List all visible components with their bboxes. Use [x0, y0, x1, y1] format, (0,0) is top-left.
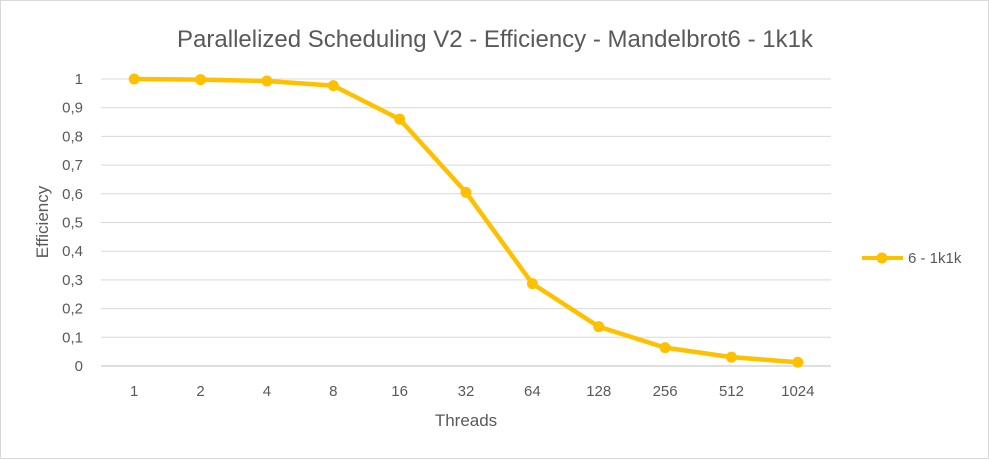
- x-tick-label: 64: [524, 383, 541, 400]
- y-tick-label: 0,3: [62, 272, 83, 289]
- x-tick-label: 1: [130, 383, 138, 400]
- x-tick-label: 32: [458, 383, 475, 400]
- data-point: [460, 186, 472, 198]
- y-tick-label: 0,8: [62, 128, 83, 145]
- data-point: [128, 73, 140, 85]
- x-tick-label: 256: [653, 383, 678, 400]
- y-tick-label: 0,6: [62, 186, 83, 203]
- y-axis-ticks: 0 0,1 0,2 0,3 0,4 0,5 0,6 0,7 0,8 0,9 1: [62, 71, 83, 375]
- data-point: [394, 113, 406, 125]
- x-axis-ticks: 1 2 4 8 16 32 64 128 256 512 1024: [130, 383, 814, 400]
- data-point: [659, 342, 671, 354]
- y-tick-label: 0,4: [62, 243, 83, 260]
- y-tick-label: 0,9: [62, 100, 83, 117]
- series-line: [131, 76, 801, 365]
- data-point: [327, 80, 339, 92]
- y-axis-label: Efficiency: [33, 185, 52, 258]
- y-tick-label: 0: [75, 358, 83, 375]
- data-point: [593, 321, 605, 333]
- x-tick-label: 2: [196, 383, 204, 400]
- x-tick-label: 1024: [781, 383, 814, 400]
- y-tick-label: 0,5: [62, 215, 83, 232]
- data-point: [195, 74, 207, 86]
- x-tick-label: 512: [719, 383, 744, 400]
- data-point: [526, 278, 538, 290]
- data-point: [261, 75, 273, 87]
- x-axis-label: Threads: [435, 411, 497, 430]
- y-tick-label: 0,1: [62, 329, 83, 346]
- x-tick-label: 4: [263, 383, 271, 400]
- x-tick-label: 16: [391, 383, 408, 400]
- x-tick-label: 128: [586, 383, 611, 400]
- legend-label: 6 - 1k1k: [908, 250, 962, 267]
- legend-point-marker: [876, 252, 888, 264]
- legend: 6 - 1k1k: [862, 250, 962, 267]
- data-point: [725, 351, 737, 363]
- data-point: [792, 356, 804, 368]
- chart-title: Parallelized Scheduling V2 - Efficiency …: [177, 26, 814, 53]
- y-tick-label: 1: [75, 71, 83, 88]
- y-tick-label: 0,7: [62, 157, 83, 174]
- gridlines: [101, 78, 831, 367]
- series-layer: [128, 73, 804, 368]
- x-tick-label: 8: [329, 383, 337, 400]
- y-tick-label: 0,2: [62, 301, 83, 318]
